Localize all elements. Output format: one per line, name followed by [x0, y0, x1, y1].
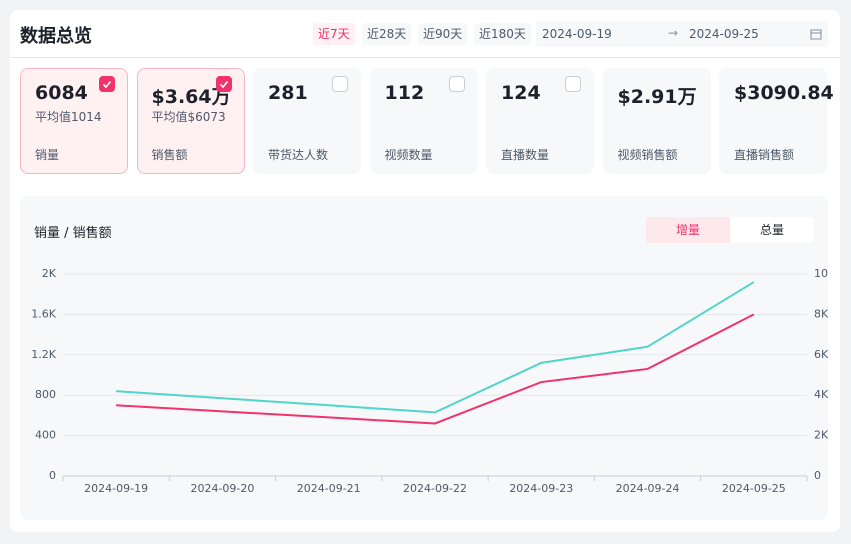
- chart-title: 销量 / 销售额: [34, 226, 112, 241]
- series-line: [116, 313, 755, 425]
- x-tick-label: 2024-09-19: [84, 482, 148, 495]
- y2-tick-label: 4K: [814, 388, 828, 401]
- y2-tick-label: 6K: [814, 348, 828, 361]
- chart-panel: 销量 / 销售额 0 400 800 1.2K 1.6K 2K 0 2K 4K 6K 8K 10K 20…: [20, 196, 828, 520]
- date-end: 2024-09-25: [689, 27, 759, 41]
- metric-card: $2.91万视频销售额: [602, 68, 711, 174]
- metric-value: 6084: [35, 82, 88, 104]
- x-tick-label: 2024-09-21: [297, 482, 361, 495]
- date-range[interactable]: 2024-09-19 → 2024-09-25: [536, 21, 828, 47]
- arrow: →: [668, 26, 679, 40]
- y2-tick-label: 10K: [814, 267, 828, 280]
- metric-label: 视频销售额: [617, 148, 678, 162]
- metric-value: 112: [384, 82, 425, 104]
- checkbox[interactable]: [99, 76, 115, 92]
- date-start: 2024-09-19: [542, 27, 612, 41]
- toggle-button[interactable]: 增量: [646, 217, 730, 243]
- metric-card[interactable]: 281 带货达人数: [253, 68, 361, 174]
- metric-card[interactable]: $3.64万平均值$6073 销售额: [136, 68, 245, 174]
- range-button[interactable]: 近180天: [474, 23, 531, 45]
- metric-label: 带货达人数: [268, 148, 329, 162]
- metric-card[interactable]: 124 直播数量: [486, 68, 594, 174]
- y-tick-label: 400: [35, 429, 56, 442]
- y-tick-label: 1.2K: [31, 348, 56, 361]
- chart: 0 400 800 1.2K 1.6K 2K 0 2K 4K 6K 8K 10K 2024-09-19 2…: [31, 267, 828, 495]
- checkbox[interactable]: [215, 76, 232, 92]
- toggle-button[interactable]: 总量: [730, 217, 814, 243]
- metric-label: 直播数量: [501, 148, 550, 162]
- metric-card[interactable]: 112 视频数量: [369, 68, 478, 174]
- range-button[interactable]: 近28天: [362, 23, 412, 45]
- y-tick-label: 1.6K: [31, 307, 56, 320]
- metric-average: 平均值$6073: [151, 110, 226, 124]
- metric-label: 销量: [35, 148, 60, 162]
- checkbox[interactable]: [565, 76, 581, 92]
- metric-value: 281: [268, 82, 308, 104]
- y-tick-label: 0: [49, 469, 56, 482]
- calendar-icon: [810, 29, 822, 40]
- metric-label: 视频数量: [384, 148, 433, 162]
- metric-label: 销售额: [151, 148, 188, 162]
- divider: [10, 57, 840, 58]
- metric-value: $3.64万: [151, 86, 231, 108]
- dashboard: 数据总览 2024-09-19 → 2024-09-25 销量 / 销售额 0 4…: [10, 10, 840, 532]
- x-tick-label: 2024-09-20: [190, 482, 254, 495]
- check-mark: [219, 80, 228, 89]
- range-button[interactable]: 近7天: [313, 23, 355, 45]
- x-tick-label: 2024-09-24: [616, 482, 680, 495]
- y-tick-label: 800: [35, 388, 56, 401]
- metric-label: 直播销售额: [734, 148, 795, 162]
- x-tick-label: 2024-09-25: [722, 482, 786, 495]
- y2-tick-label: 2K: [814, 429, 828, 442]
- range-button[interactable]: 近90天: [418, 23, 468, 45]
- metric-average: 平均值1014: [35, 110, 102, 124]
- metric-card: $3090.84 直播销售额: [719, 68, 834, 174]
- checkbox[interactable]: [332, 76, 348, 92]
- x-tick-label: 2024-09-23: [509, 482, 573, 495]
- metric-value: $3090.84: [734, 82, 834, 104]
- page-title: 数据总览: [20, 26, 92, 47]
- metric-value: 124: [501, 82, 541, 104]
- metric-value: $2.91万: [617, 86, 697, 108]
- x-tick-label: 2024-09-22: [403, 482, 467, 495]
- check-mark: [102, 80, 112, 89]
- metric-card[interactable]: 6084 平均值1014 销量: [20, 68, 128, 174]
- series-line: [116, 281, 755, 414]
- y-tick-label: 2K: [42, 267, 57, 280]
- checkbox[interactable]: [448, 76, 465, 92]
- y2-tick-label: 0: [814, 469, 821, 482]
- y2-tick-label: 8K: [814, 307, 828, 320]
